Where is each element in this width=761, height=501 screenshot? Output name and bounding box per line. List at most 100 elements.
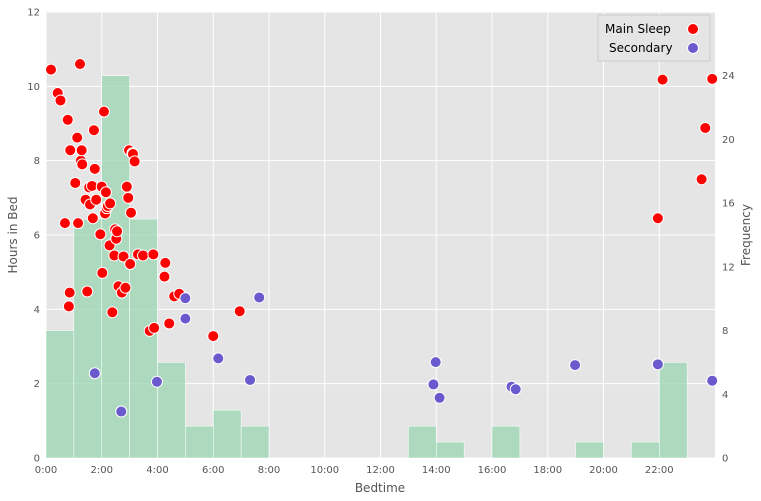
main-sleep-point	[74, 58, 87, 71]
main-sleep-point	[163, 317, 176, 330]
secondary-point	[509, 383, 522, 396]
main-sleep-point	[63, 286, 76, 299]
main-sleep-point	[695, 173, 708, 186]
secondary-point	[88, 367, 101, 380]
secondary-point	[115, 405, 128, 418]
main-sleep-point	[69, 176, 82, 189]
secondary-point	[179, 312, 192, 325]
main-sleep-point	[706, 72, 719, 85]
histogram-bar	[73, 218, 102, 459]
histogram-bar	[157, 362, 186, 459]
main-sleep-point	[119, 281, 132, 294]
x-tick-label: 2:00	[91, 465, 113, 476]
main-sleep-point	[122, 191, 135, 204]
main-sleep-point	[72, 217, 85, 230]
main-sleep-point	[45, 63, 58, 76]
main-sleep-point	[158, 270, 171, 283]
main-sleep-point	[97, 105, 110, 118]
x-tick-label: 4:00	[146, 465, 168, 476]
main-sleep-point	[87, 124, 100, 137]
x-tick-label: 6:00	[202, 465, 224, 476]
y-tick-label: 6	[34, 231, 40, 242]
secondary-point	[651, 358, 664, 371]
x-tick-label: 22:00	[645, 465, 674, 476]
histogram-bar	[213, 409, 242, 459]
main-sleep-point	[106, 306, 119, 319]
main-sleep-point	[94, 228, 107, 241]
main-sleep-point	[104, 197, 117, 210]
y-tick-label: 2	[34, 379, 40, 390]
y-tick-label: 0	[34, 454, 40, 465]
histogram-bar	[491, 425, 521, 459]
secondary-point	[179, 292, 192, 305]
x-tick-label: 8:00	[258, 465, 280, 476]
main-sleep-point	[699, 121, 712, 134]
y2-tick-label: 12	[722, 262, 735, 273]
secondary-point	[429, 356, 442, 369]
main-sleep-point	[120, 180, 133, 193]
main-sleep-point	[125, 206, 138, 219]
x-tick-label: 20:00	[589, 465, 618, 476]
histogram-bars	[45, 75, 688, 459]
y2-tick-label: 20	[722, 135, 735, 146]
main-sleep-point	[58, 217, 71, 230]
histogram-bar	[575, 441, 604, 459]
x-tick-label: 14:00	[422, 465, 451, 476]
main-sleep-point	[111, 225, 124, 238]
histogram-bar	[436, 441, 465, 459]
main-sleep-point	[99, 186, 112, 199]
grid-lines	[45, 11, 715, 459]
histogram-bar	[631, 441, 660, 459]
main-sleep-point	[117, 250, 130, 263]
main-sleep-point	[148, 321, 161, 334]
secondary-point	[427, 378, 440, 391]
legend-label-secondary: Secondary	[609, 41, 673, 55]
histogram-bar	[185, 425, 214, 459]
secondary-point	[150, 375, 163, 388]
y-tick-label: 10	[27, 82, 40, 93]
main-sleep-point	[124, 257, 137, 270]
main-sleep-point	[54, 94, 67, 107]
main-sleep-point	[62, 300, 75, 313]
x-tick-label: 16:00	[478, 465, 507, 476]
y2-axis-ticks: 0 4 8 12 16 20 24	[722, 71, 735, 464]
x-axis-label: Bedtime	[355, 481, 405, 495]
scatter-points	[45, 58, 719, 418]
y2-tick-label: 4	[722, 390, 728, 401]
secondary-point	[212, 352, 225, 365]
histogram-bar	[408, 425, 437, 459]
main-sleep-point	[75, 144, 88, 157]
secondary-point	[569, 359, 582, 372]
y-tick-label: 4	[34, 305, 40, 316]
main-sleep-point	[159, 256, 172, 269]
main-sleep-point	[651, 212, 664, 225]
histogram-bar	[45, 330, 75, 459]
x-tick-label: 18:00	[533, 465, 562, 476]
y2-tick-label: 8	[722, 326, 728, 337]
secondary-point	[433, 391, 446, 404]
secondary-point	[253, 291, 266, 304]
main-sleep-point	[86, 212, 99, 225]
main-sleep-point	[81, 285, 94, 298]
y2-tick-label: 0	[722, 454, 728, 465]
y-tick-label: 12	[27, 8, 40, 19]
y2-tick-label: 16	[722, 199, 735, 210]
main-sleep-point	[88, 162, 101, 175]
legend-marker-main-sleep	[687, 23, 699, 35]
legend: Main Sleep Secondary	[597, 14, 711, 62]
legend-label-main-sleep: Main Sleep	[605, 22, 671, 36]
x-tick-label: 12:00	[366, 465, 395, 476]
histogram-bar	[659, 362, 688, 459]
main-sleep-point	[233, 305, 246, 318]
histogram-bar	[240, 425, 270, 459]
main-sleep-point	[76, 158, 89, 171]
main-sleep-point	[96, 266, 109, 279]
main-sleep-point	[128, 155, 141, 168]
x-tick-label: 0:00	[35, 465, 57, 476]
main-sleep-point	[207, 330, 220, 343]
legend-marker-secondary	[687, 42, 699, 54]
secondary-point	[706, 374, 719, 387]
x-axis-ticks: 0:00 2:00 4:00 6:00 8:00 10:00 12:00 14:00 16:00…	[35, 465, 674, 476]
y2-tick-label: 24	[722, 71, 735, 82]
y-tick-label: 8	[34, 156, 40, 167]
